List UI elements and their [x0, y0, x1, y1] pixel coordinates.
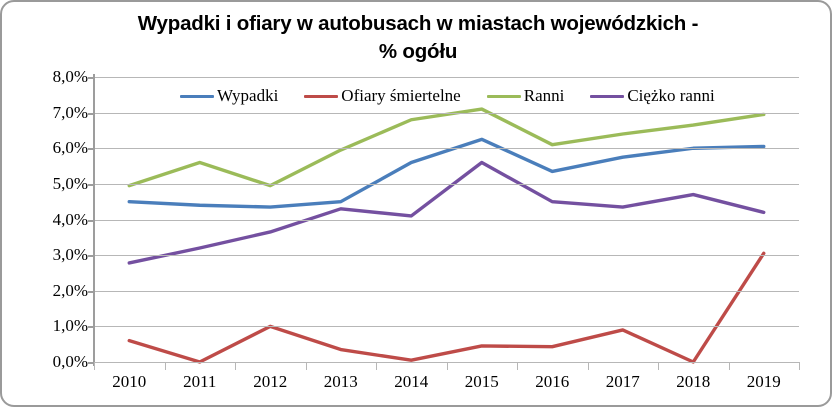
y-axis-tick	[88, 183, 95, 186]
y-axis-tick	[88, 326, 95, 329]
y-axis-tick	[88, 112, 95, 115]
y-axis-tick	[88, 77, 95, 79]
legend-color-swatch	[304, 94, 339, 98]
x-axis-tick	[658, 362, 659, 370]
series-line[interactable]	[127, 107, 766, 188]
x-axis-tick-label: 2018	[676, 372, 711, 391]
y-axis-tick-label: 1,0%	[52, 316, 88, 336]
gridline	[94, 219, 799, 221]
x-axis-tick	[235, 362, 236, 370]
y-axis-tick-label: 7,0%	[52, 102, 88, 122]
x-axis-tick	[728, 362, 730, 370]
y-axis-tick-label: 8,0%	[52, 67, 88, 86]
legend-entry[interactable]: Ranni	[486, 86, 565, 106]
gridline	[94, 326, 799, 328]
x-axis-tick	[587, 362, 589, 370]
x-axis-tick-label: 2013	[323, 372, 358, 391]
gridline	[94, 112, 799, 114]
y-axis-labels: 8,0% 7,0% 6,0% 5,0% 4,0% 3,0% 2,0% 1,0% 0,0%	[14, 67, 88, 371]
x-axis-tick	[799, 362, 800, 370]
y-axis-tick-label: 6,0%	[52, 138, 88, 158]
y-axis-tick	[88, 148, 95, 151]
chart-title: Wypadki i ofiary w autobusach w miastach…	[62, 10, 774, 66]
x-axis-tick	[305, 362, 307, 370]
y-axis-tick	[88, 255, 95, 258]
legend-entry[interactable]: Ofiary śmiertelne	[304, 86, 461, 106]
gridline	[94, 148, 799, 150]
legend-color-swatch	[180, 94, 214, 98]
x-axis-tick	[376, 362, 377, 370]
legend-color-swatch	[486, 94, 521, 98]
x-axis-tick-label: 2010	[112, 372, 147, 391]
chart-legend: Wypadki Ofiary śmiertelne Ranni Ciężko rann…	[180, 86, 715, 106]
y-axis-tick-label: 0,0%	[52, 352, 88, 371]
gridline	[94, 255, 799, 257]
y-axis-tick	[88, 290, 95, 293]
y-axis-tick	[88, 219, 95, 222]
legend-label: Wypadki	[217, 86, 279, 105]
x-axis-tick	[94, 362, 95, 370]
gridline	[94, 183, 799, 185]
y-axis-tick-label: 5,0%	[52, 173, 88, 193]
y-axis-tick-label: 4,0%	[52, 209, 88, 229]
legend-label: Ofiary śmiertelne	[341, 86, 461, 105]
gridline	[94, 77, 799, 78]
series-lines	[127, 107, 766, 364]
x-axis-tick	[517, 362, 518, 370]
series-line[interactable]	[127, 251, 766, 364]
plot-area	[94, 77, 799, 364]
legend-entry[interactable]: Wypadki	[180, 86, 278, 106]
x-axis-tick-label: 2011	[183, 372, 217, 391]
x-axis-tick-label: 2016	[535, 372, 570, 391]
x-axis-tick	[164, 362, 166, 370]
x-axis-tick	[446, 362, 448, 370]
legend-label: Ranni	[523, 86, 565, 105]
legend-label: Ciężko ranni	[627, 86, 715, 105]
chart-title-line-1: Wypadki i ofiary w autobusach w miastach…	[137, 12, 699, 35]
gridline	[94, 290, 799, 292]
y-axis-tick	[88, 362, 95, 364]
legend-color-swatch	[590, 94, 625, 98]
x-axis-tick-label: 2014	[394, 372, 429, 391]
series-line[interactable]	[127, 160, 766, 265]
y-axis-tick-label: 2,0%	[52, 280, 88, 300]
legend-entry[interactable]: Ciężko ranni	[590, 86, 715, 106]
x-axis-tick-label: 2019	[746, 372, 781, 391]
chart-title-line-2: % ogółu	[378, 40, 458, 63]
x-axis-tick-label: 2012	[253, 372, 288, 391]
x-axis-tick-label: 2015	[464, 372, 499, 391]
series-line[interactable]	[127, 137, 766, 209]
y-axis-tick-label: 3,0%	[52, 245, 88, 265]
x-axis-tick-label: 2017	[605, 372, 640, 391]
